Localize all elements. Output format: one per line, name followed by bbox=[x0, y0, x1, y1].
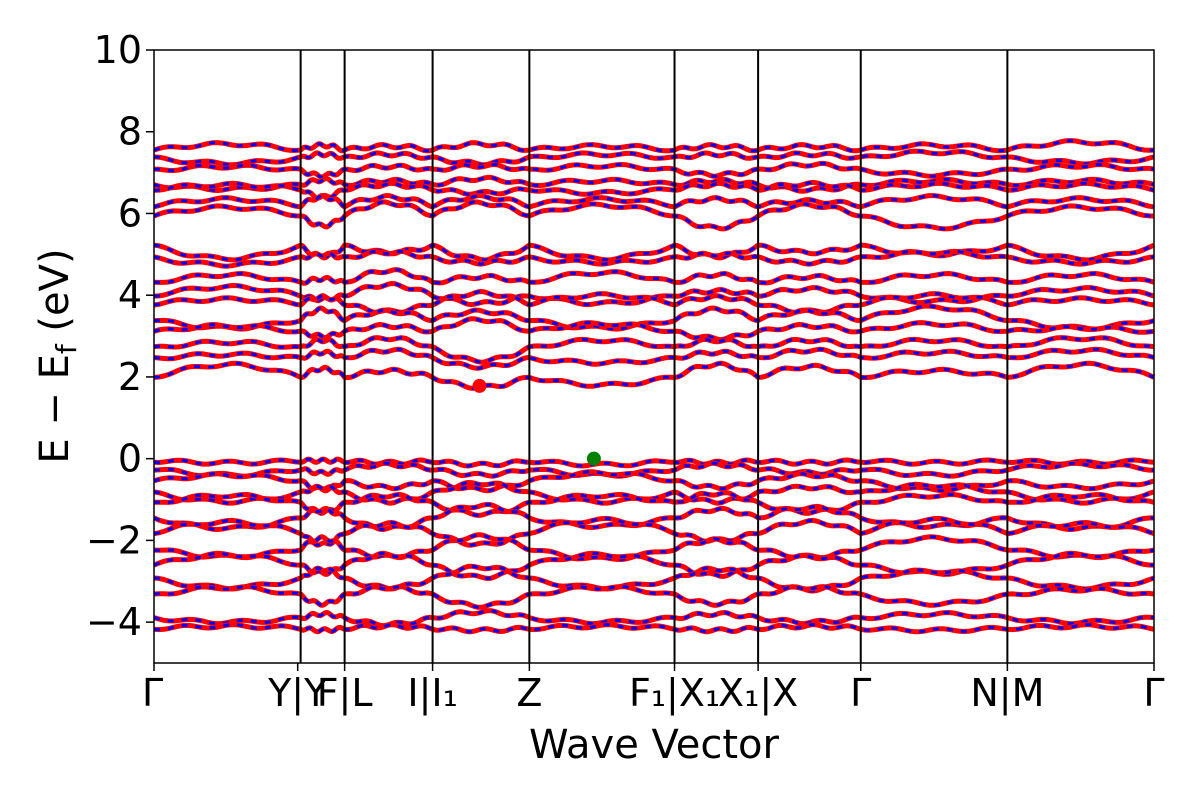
band-29-spin-down bbox=[153, 623, 1155, 634]
y-tick-label: 6 bbox=[118, 191, 142, 235]
x-tick-label: Γ bbox=[1143, 671, 1164, 715]
y-ticks: −4 −2 0 2 4 6 8 10 bbox=[86, 28, 154, 644]
y-axis-title-subscript: f bbox=[50, 343, 83, 354]
band-27-spin-down bbox=[153, 585, 1155, 609]
band-19-spin-down bbox=[153, 470, 1155, 493]
band-21-spin-down bbox=[153, 491, 1155, 517]
x-tick-label: F₁|X₁ bbox=[629, 671, 720, 716]
y-tick-label: 4 bbox=[118, 273, 142, 317]
y-tick-label: 8 bbox=[118, 110, 142, 154]
band-0-spin-down bbox=[153, 139, 1155, 153]
band-2-spin-down bbox=[153, 161, 1155, 179]
band-1-spin-down bbox=[153, 149, 1155, 167]
band-22-spin-down bbox=[153, 502, 1155, 531]
x-tick-label: Y|Y bbox=[267, 671, 328, 716]
band-20-spin-down bbox=[153, 481, 1155, 505]
band-26-spin-down bbox=[153, 564, 1155, 593]
y-tick-label: −2 bbox=[86, 518, 142, 562]
y-tick-label: −4 bbox=[86, 600, 142, 644]
band-9-spin-down bbox=[153, 268, 1155, 285]
x-tick-label: F|L bbox=[317, 671, 373, 716]
vbm-marker bbox=[586, 451, 601, 466]
x-tick-label: Γ bbox=[850, 671, 871, 715]
y-axis-title-main: E − E bbox=[32, 354, 78, 464]
y-tick-label: 10 bbox=[94, 28, 142, 72]
band-8-spin-down bbox=[153, 249, 1155, 268]
x-tick-label: I|I₁ bbox=[407, 671, 457, 716]
band-18-spin-down bbox=[153, 461, 1154, 478]
band-12-spin-down bbox=[153, 304, 1155, 331]
band-11-spin-up bbox=[153, 289, 1155, 315]
band-15-spin-down bbox=[153, 347, 1155, 370]
x-tick-label: N|M bbox=[970, 671, 1044, 716]
band-23-spin-up bbox=[153, 515, 1155, 548]
band-5-spin-down bbox=[153, 194, 1155, 209]
band-24-spin-down bbox=[153, 533, 1155, 561]
band-10-spin-down bbox=[153, 282, 1155, 307]
x-tick-label: Γ bbox=[142, 671, 163, 715]
plot-frame bbox=[153, 49, 1155, 664]
band-14-spin-down bbox=[153, 336, 1155, 364]
kpoint-lines-layer bbox=[299, 50, 1009, 663]
band-3-spin-down bbox=[153, 175, 1155, 193]
band-13-spin-down bbox=[153, 317, 1155, 342]
x-tick-label: Z bbox=[516, 671, 542, 715]
markers-layer bbox=[472, 378, 601, 466]
bands-layer bbox=[153, 138, 1156, 635]
x-tick-label: X₁|X bbox=[718, 671, 798, 716]
cbm-marker bbox=[472, 378, 487, 393]
y-tick-label: 2 bbox=[118, 355, 142, 399]
y-axis-title: E − Ef (eV) bbox=[32, 248, 83, 463]
y-tick-label: 0 bbox=[118, 437, 142, 481]
band-16-spin-down bbox=[153, 361, 1155, 390]
x-axis-title: Wave Vector bbox=[529, 722, 780, 768]
y-axis-title-unit: (eV) bbox=[32, 248, 78, 344]
band-17-spin-down bbox=[153, 457, 1155, 468]
band-6-spin-up bbox=[153, 199, 1155, 232]
